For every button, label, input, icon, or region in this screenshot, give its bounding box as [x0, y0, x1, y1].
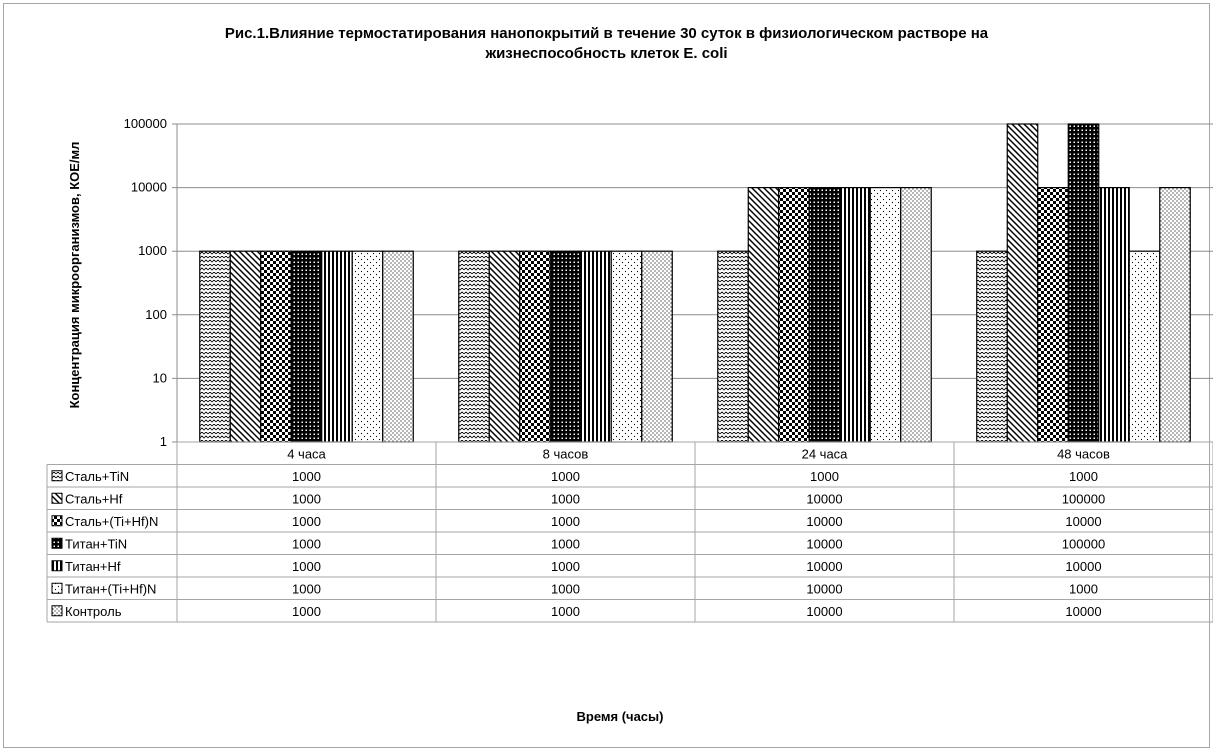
bar-5-1: [321, 250, 353, 443]
legend-swatch: [51, 537, 63, 549]
y-axis-title: Концентрация микроорганизмов, КОЕ/мл: [67, 142, 82, 409]
y-tick-label: 10000: [131, 180, 167, 195]
chart-frame: [3, 3, 1210, 748]
table-cell-value: 1000: [292, 559, 321, 574]
table-cell-value: 1000: [551, 536, 580, 551]
legend-swatch: [51, 560, 63, 572]
bar-7-1: [382, 250, 414, 443]
table-cell-value: 10000: [806, 536, 842, 551]
legend-label: Титан+(Ti+Hf)N: [65, 581, 156, 596]
bar-2-3: [747, 187, 780, 443]
chart-title: Рис.1.Влияние термостатирования нанопокр…: [0, 24, 1213, 64]
table-cell-value: 1000: [1069, 581, 1098, 596]
legend-label: Сталь+TiN: [65, 469, 129, 484]
table-cell-value: 1000: [551, 491, 580, 506]
bar-1-4: [976, 250, 1008, 443]
table-cell-value: 10000: [1065, 604, 1101, 619]
table-cell-value: 100000: [1062, 536, 1105, 551]
legend-label: Контроль: [65, 604, 122, 619]
legend-label: Титан+Hf: [65, 559, 121, 574]
bar-5-4: [1098, 187, 1130, 443]
x-category-label: 24 часа: [802, 446, 849, 461]
bar-6-3: [869, 187, 902, 443]
legend-swatch: [51, 582, 63, 594]
data-table: 4 часа 8 часов 24 часа 48 часов Сталь+TiN 100…: [46, 441, 1213, 623]
table-cell-value: 10000: [806, 581, 842, 596]
table-cell-value: 1000: [292, 514, 321, 529]
bar-3-2: [519, 250, 551, 443]
bar-7-3: [900, 187, 932, 443]
legend-label: Титан+TiN: [65, 536, 127, 551]
table-cell-value: 1000: [292, 469, 321, 484]
table-cell-value: 10000: [1065, 514, 1101, 529]
legend-swatch: [51, 605, 63, 617]
bar-6-4: [1128, 250, 1161, 443]
table-cell-value: 10000: [806, 604, 842, 619]
y-tick-label: 1000: [138, 243, 167, 258]
bar-1-3: [717, 250, 749, 443]
bar-4-1: [290, 250, 323, 443]
bar-5-3: [839, 187, 871, 443]
legend-swatch: [51, 492, 63, 504]
bars: [199, 123, 1191, 443]
table-cell-value: 1000: [292, 581, 321, 596]
y-axis: 1 10 100 1000 10000 100000: [124, 116, 178, 449]
x-axis-title: Время (часы): [577, 709, 664, 724]
bar-1-1: [199, 250, 231, 443]
bar-6-1: [351, 250, 384, 443]
table-cell-value: 1000: [810, 469, 839, 484]
table-cell-value: 1000: [551, 581, 580, 596]
bar-4-2: [549, 250, 582, 443]
y-tick-label: 100: [145, 307, 167, 322]
bar-5-2: [580, 250, 612, 443]
chart-title-line-2: жизнеспособность клеток E. coli: [485, 45, 728, 62]
table-cell-value: 10000: [806, 491, 842, 506]
bar-2-1: [229, 250, 262, 443]
table-cell-value: 1000: [1069, 469, 1098, 484]
table-cell-value: 1000: [292, 604, 321, 619]
table-cell-value: 100000: [1062, 491, 1105, 506]
bar-7-2: [641, 250, 673, 443]
table-cell-value: 1000: [292, 491, 321, 506]
bar-2-2: [488, 250, 521, 443]
table-cell-value: 1000: [551, 514, 580, 529]
legend-swatch: [51, 515, 63, 527]
table-cell-value: 10000: [806, 559, 842, 574]
table-cell-value: 10000: [806, 514, 842, 529]
bar-1-2: [458, 250, 490, 443]
bar-4-4: [1067, 123, 1100, 443]
bar-2-4: [1006, 123, 1039, 443]
bar-4-3: [808, 187, 841, 443]
bar-3-1: [260, 250, 292, 443]
legend-label: Сталь+Hf: [65, 491, 123, 506]
y-tick-label: 1: [160, 434, 167, 449]
legend-label: Сталь+(Ti+Hf)N: [65, 514, 158, 529]
bar-3-3: [778, 187, 810, 443]
x-category-label: 48 часов: [1057, 446, 1110, 461]
table-cell-value: 10000: [1065, 559, 1101, 574]
x-category-label: 8 часов: [543, 446, 589, 461]
table-cell-value: 1000: [551, 469, 580, 484]
x-category-label: 4 часа: [287, 446, 326, 461]
legend-swatch: [51, 470, 63, 482]
bar-6-2: [610, 250, 643, 443]
bar-7-4: [1159, 187, 1191, 443]
bar-3-4: [1037, 187, 1069, 443]
table-cell-value: 1000: [551, 604, 580, 619]
chart-title-line-1: Рис.1.Влияние термостатирования нанопокр…: [224, 25, 989, 42]
y-tick-label: 10: [153, 370, 167, 385]
table-cell-value: 1000: [292, 536, 321, 551]
table-cell-value: 1000: [551, 559, 580, 574]
y-tick-label: 100000: [124, 116, 167, 131]
